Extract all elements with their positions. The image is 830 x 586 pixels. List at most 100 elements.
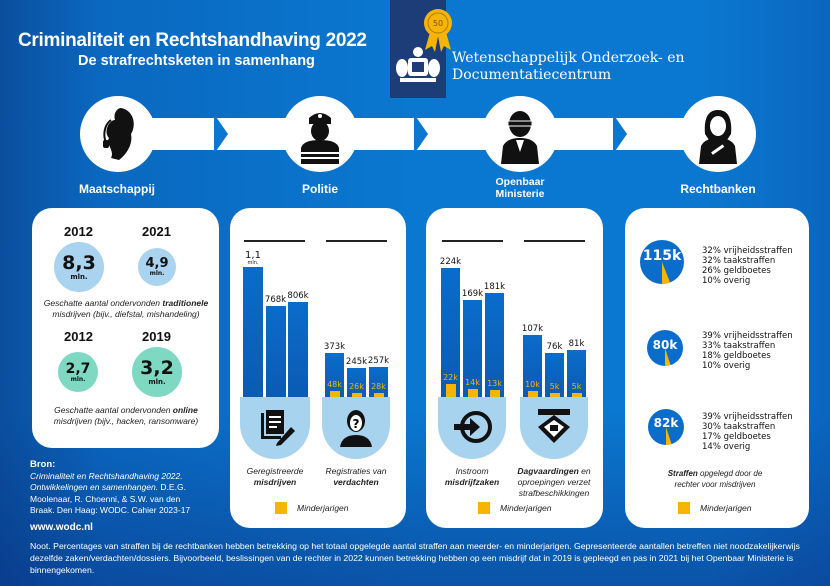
- bar-value-label: 768k: [264, 295, 287, 306]
- pie-slice-minors: [665, 348, 671, 366]
- legend-label: Minderjarigen: [500, 503, 552, 513]
- bar-'22: [288, 301, 308, 397]
- stage-label-line: Openbaar: [495, 176, 545, 188]
- online-caption: Geschatte aantal ondervonden online misdr…: [36, 405, 216, 427]
- bar-value-label: 373k: [323, 341, 346, 352]
- bar-'21: [265, 306, 286, 397]
- minors-bar: [329, 391, 340, 397]
- caption-text: rechter voor misdrijven: [674, 480, 756, 489]
- bubble-value: 2,7: [65, 360, 91, 377]
- breakdown-item: 17% geldboetes: [702, 432, 771, 442]
- caption-text: Geschatte aantal ondervonden: [43, 298, 163, 308]
- caption-text: Geschatte aantal ondervonden: [54, 405, 173, 415]
- caption-text: misdrijven (bijv., diefstal, mishandelin…: [52, 309, 200, 319]
- bubble-unit: mln.: [149, 270, 165, 277]
- bar-'22: [369, 366, 388, 397]
- bar-'22: [567, 350, 586, 397]
- caption-text: strafbeschikkingen: [518, 488, 590, 498]
- caption-bold: misdrijven: [253, 477, 297, 487]
- pie-year: 2022: [700, 392, 729, 407]
- source-line: Braak. Den Haag: WODC. Cahier 2023-17: [30, 505, 191, 515]
- minors-bar: [351, 393, 362, 397]
- pie-slice-minors: [662, 262, 671, 284]
- pie-year: 2021: [700, 311, 729, 326]
- minors-bar: [571, 393, 582, 397]
- stage-label-society: Maatschappij: [78, 182, 156, 196]
- bar-'21: [347, 368, 366, 397]
- online-2019-bubble: 3,2 mln.: [132, 347, 182, 397]
- page-title: Criminaliteit en Rechtshandhaving 2022: [18, 30, 367, 51]
- sentence-breakdown: 32% vrijheidsstraffen 32% taakstraffen 26%…: [702, 246, 793, 286]
- caption-bold: Straffen: [667, 469, 698, 478]
- breakdown-item: 14% overig: [702, 442, 751, 452]
- breakdown-item: 32% vrijheidsstraffen: [702, 246, 793, 256]
- bar-'12: [441, 267, 460, 397]
- stage-label-courts: Rechtbanken: [680, 182, 756, 196]
- org-line-1: Wetenschappelijk Onderzoek- en: [452, 50, 685, 66]
- pie-chart: [648, 409, 684, 445]
- breakdown-item: 32% taakstraffen: [702, 256, 776, 266]
- year-label: 2021: [142, 224, 171, 239]
- bar-value-label: 169k: [461, 288, 484, 299]
- bubble-unit: mln.: [70, 272, 88, 281]
- minors-bar: [527, 391, 538, 397]
- bubble-value: 4,9: [145, 256, 169, 271]
- bar-value-label: 806k: [287, 290, 309, 301]
- bar-value-label: 224k: [439, 256, 462, 267]
- bubble-unit: mln.: [70, 375, 86, 383]
- svg-text:?: ?: [353, 417, 360, 431]
- pie-total-label: 82k: [653, 416, 679, 430]
- netherlands-map-headphones-icon: [103, 108, 134, 160]
- sentence-breakdown: 39% vrijheidsstraffen 33% taakstraffen 18%…: [702, 331, 793, 371]
- stage-circle-prosecution: [482, 96, 558, 172]
- pie-total-label: 80k: [652, 338, 678, 352]
- caption-bold: traditionele: [162, 298, 209, 308]
- source-line: Criminaliteit en Rechtshandhaving 2022.: [30, 470, 183, 481]
- stage-label-police: Politie: [301, 182, 338, 196]
- chart-caption: Instroom misdrijfzaken: [428, 466, 516, 488]
- source-line: Ontwikkelingen en samenhangen.: [30, 482, 159, 492]
- pie-year: 2012: [700, 226, 729, 241]
- stage-circle-courts: [680, 96, 756, 172]
- minors-swatch: [275, 502, 287, 514]
- bubble-value: 3,2: [140, 356, 174, 379]
- source-block: Bron: Criminaliteit en Rechtshandhaving …: [30, 459, 190, 533]
- stage-label-prosecution: Openbaar Ministerie: [455, 176, 585, 200]
- chevron-icon: [613, 114, 627, 154]
- traditional-2012-bubble: 8,3 mln.: [54, 242, 104, 292]
- year-label: 2019: [142, 329, 171, 344]
- minors-bar: [445, 384, 456, 397]
- bar-'21: [545, 353, 564, 397]
- minors-bar: [489, 389, 500, 397]
- bar-value-label: 181k: [483, 281, 506, 292]
- org-line-2: Documentatiecentrum: [452, 67, 612, 83]
- year-label: 2012: [64, 329, 93, 344]
- chevron-icon: [214, 114, 228, 154]
- chevron-icon: [414, 114, 428, 154]
- bar-value-label: 81k: [568, 339, 585, 350]
- summons-letter-icon: [534, 407, 574, 451]
- caption-text: en: [578, 466, 591, 476]
- bar-value-unit: mln.: [247, 260, 259, 267]
- pie-total-label: 115k: [642, 248, 682, 264]
- source-line: Moolenaar, R. Choenni, & S.W. van den: [30, 493, 181, 504]
- year-header: '12 '21 '22: [524, 225, 586, 242]
- rosette-text: 50: [433, 19, 443, 28]
- caption-text: misdrijven (bijv., hacken, ransomware): [53, 416, 199, 426]
- source-line: D.E.G.: [158, 482, 186, 492]
- caption-bold: online: [172, 405, 198, 415]
- minors-swatch: [678, 502, 690, 514]
- caption-bold: verdachten: [333, 477, 379, 487]
- minors-value-label: 28k: [371, 382, 386, 391]
- legend: Minderjarigen: [678, 502, 752, 514]
- police-officer-icon: [301, 113, 339, 164]
- bubble-value: 8,3: [62, 251, 96, 274]
- minors-value-label: 26k: [349, 382, 364, 391]
- breakdown-item: 10% overig: [702, 361, 751, 371]
- breakdown-item: 33% taakstraffen: [702, 341, 776, 351]
- caption-text: Geregistreerde: [246, 466, 304, 476]
- website-link[interactable]: www.wodc.nl: [30, 521, 93, 533]
- pie-chart: [640, 240, 684, 284]
- caption-bold: misdrijfzaken: [444, 477, 500, 487]
- caption-text: oproepingen verzet: [517, 477, 591, 487]
